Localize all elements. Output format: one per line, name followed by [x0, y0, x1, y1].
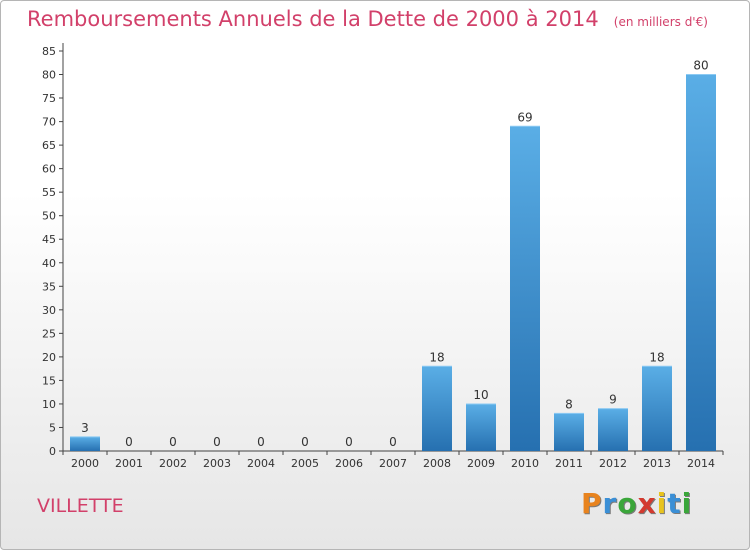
y-tick-label: 75 — [42, 92, 56, 105]
bar — [642, 366, 672, 451]
x-tick-label: 2013 — [643, 457, 671, 470]
data-label: 0 — [125, 435, 133, 449]
chart-title: Remboursements Annuels de la Dette de 20… — [27, 7, 599, 31]
x-tick-label: 2006 — [335, 457, 363, 470]
y-tick-label: 60 — [42, 163, 56, 176]
data-label: 0 — [213, 435, 221, 449]
y-tick-label: 70 — [42, 116, 56, 129]
bar — [466, 403, 496, 451]
data-label: 18 — [429, 350, 444, 364]
y-tick-label: 5 — [49, 421, 56, 434]
bar — [598, 408, 628, 451]
y-tick-label: 20 — [42, 351, 56, 364]
data-label: 8 — [565, 397, 573, 411]
y-tick-label: 80 — [42, 69, 56, 82]
y-tick-label: 30 — [42, 304, 56, 317]
y-tick-label: 15 — [42, 374, 56, 387]
city-name: VILLETTE — [37, 495, 124, 517]
x-tick-label: 2000 — [71, 457, 99, 470]
data-label: 0 — [169, 435, 177, 449]
bar — [686, 74, 716, 451]
x-tick-label: 2004 — [247, 457, 275, 470]
y-tick-label: 45 — [42, 233, 56, 246]
x-tick-label: 2014 — [687, 457, 715, 470]
data-label: 0 — [301, 435, 309, 449]
x-tick-label: 2001 — [115, 457, 143, 470]
x-tick-label: 2005 — [291, 457, 319, 470]
x-tick-label: 2002 — [159, 457, 187, 470]
logo-letter: i — [681, 487, 693, 520]
bar — [510, 126, 540, 451]
logo-letter: t — [667, 487, 682, 520]
y-tick-label: 40 — [42, 257, 56, 270]
y-tick-label: 55 — [42, 186, 56, 199]
data-label: 9 — [609, 393, 617, 407]
data-label: 10 — [473, 388, 488, 402]
y-tick-label: 10 — [42, 398, 56, 411]
data-label: 3 — [81, 421, 89, 435]
bar — [554, 413, 584, 451]
y-tick-label: 85 — [42, 45, 56, 58]
data-label: 0 — [345, 435, 353, 449]
x-tick-label: 2003 — [203, 457, 231, 470]
data-label: 0 — [257, 435, 265, 449]
logo-letter: o — [617, 487, 638, 520]
title-block: Remboursements Annuels de la Dette de 20… — [27, 7, 708, 31]
bar — [422, 366, 452, 451]
x-tick-label: 2011 — [555, 457, 583, 470]
y-tick-label: 25 — [42, 327, 56, 340]
bar — [70, 436, 100, 451]
y-tick-label: 35 — [42, 280, 56, 293]
logo-letter: x — [637, 487, 657, 520]
chart-subtitle: (en milliers d'€) — [613, 15, 708, 29]
y-tick-label: 50 — [42, 210, 56, 223]
proxiti-logo: Proxiti — [581, 487, 692, 520]
y-tick-label: 65 — [42, 139, 56, 152]
data-label: 69 — [517, 110, 532, 124]
x-tick-label: 2007 — [379, 457, 407, 470]
x-tick-label: 2010 — [511, 457, 539, 470]
bars — [70, 74, 716, 451]
data-label: 0 — [389, 435, 397, 449]
logo-letter: P — [581, 487, 603, 520]
x-tick-label: 2012 — [599, 457, 627, 470]
logo-letter: r — [602, 487, 618, 520]
data-label: 18 — [649, 350, 664, 364]
data-labels: 3 0 0 0 0 0 0 0 18 10 69 8 9 18 80 — [81, 59, 708, 449]
x-tick-label: 2008 — [423, 457, 451, 470]
y-tick-label: 0 — [49, 445, 56, 458]
logo-letter: i — [656, 487, 668, 520]
x-tick-label: 2009 — [467, 457, 495, 470]
data-label: 80 — [693, 59, 708, 73]
